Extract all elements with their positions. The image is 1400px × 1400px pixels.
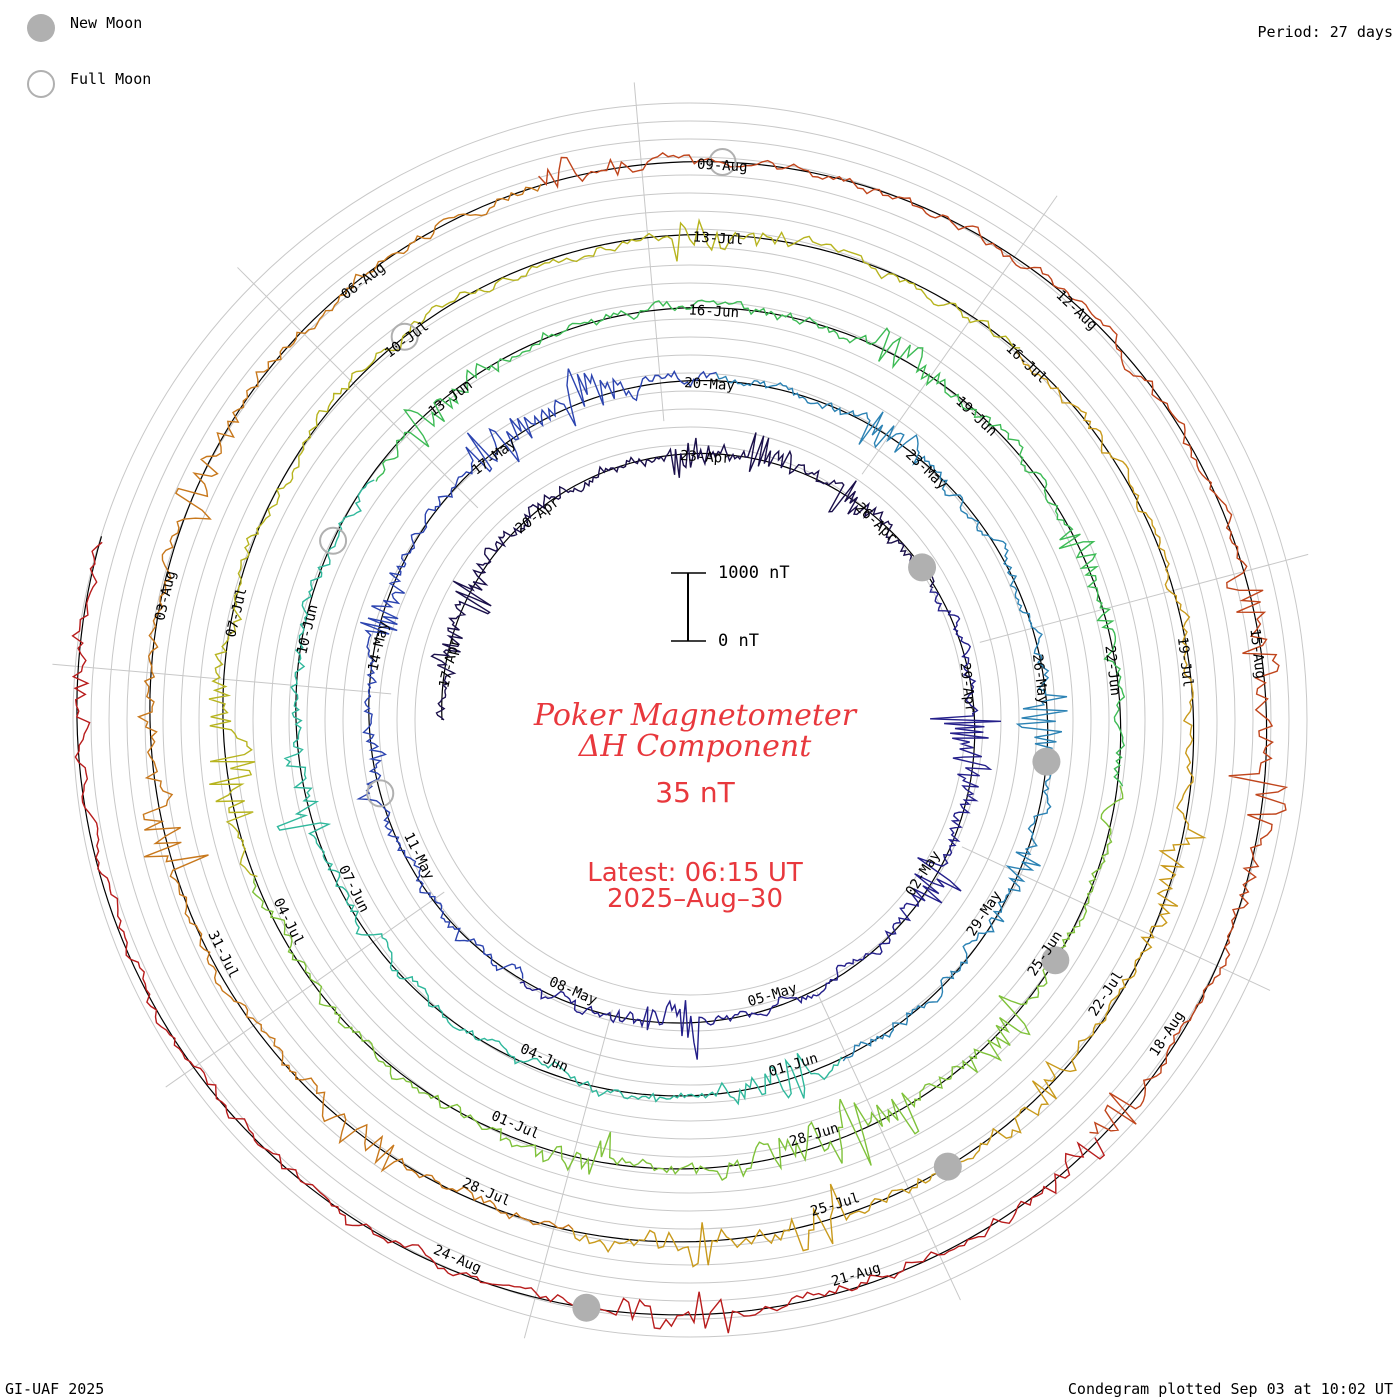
latest-time-label: Latest: 06:15 UT <box>587 858 803 888</box>
trace-segment <box>375 299 1126 787</box>
date-label: 26-May <box>1029 653 1051 705</box>
grid-ring <box>234 264 1146 1176</box>
period-label: Period: 27 days <box>1257 23 1393 41</box>
trace-segment <box>208 218 1021 878</box>
moon-markers <box>319 148 1070 1322</box>
grid-spoke <box>861 195 1058 475</box>
grid-ring <box>108 138 1272 1302</box>
scale-bar <box>671 572 706 642</box>
date-label: 22-Jun <box>1101 645 1123 697</box>
date-label: 23-Apr <box>680 448 731 467</box>
date-label: 23-May <box>902 447 950 493</box>
grid-ring <box>378 408 1002 1032</box>
chart-title-line2: ΔH Component <box>578 729 812 764</box>
date-label: 12-Aug <box>1052 287 1100 333</box>
date-label: 19-Jul <box>1174 636 1196 688</box>
magnetometer-trace <box>71 152 1289 1334</box>
latest-date-label: 2025–Aug–30 <box>606 884 784 914</box>
new-moon-marker <box>933 1152 962 1181</box>
grid-ring <box>360 390 1020 1050</box>
full-moon-marker <box>390 322 419 351</box>
grid-spokes <box>52 82 1309 1339</box>
date-label: 15-Aug <box>1246 628 1268 680</box>
new-moon-marker <box>1032 747 1061 776</box>
full-moon-legend-label: Full Moon <box>70 70 152 88</box>
grid-ring <box>252 282 1128 1158</box>
new-moon-legend-label: New Moon <box>70 14 143 32</box>
trace-segment <box>71 541 1106 1334</box>
date-label: 20-May <box>684 375 735 394</box>
trace-segment <box>519 588 1002 1060</box>
grid-ring <box>288 318 1092 1122</box>
chart-title-line1: Poker Magnetometer <box>533 698 857 733</box>
plotted-label: Condegram plotted Sep 03 at 10:02 UT <box>1067 1380 1393 1398</box>
date-label: 19-Jun <box>952 394 1000 440</box>
trace-segment <box>276 479 843 1106</box>
date-label: 09-Aug <box>697 157 748 176</box>
scale-top-label: 1000 nT <box>718 563 790 583</box>
date-label: 21-Aug <box>830 1260 883 1290</box>
date-label: 26-Apr <box>852 500 900 546</box>
grid-ring <box>198 228 1182 1212</box>
new-moon-marker <box>1041 946 1070 975</box>
credit-label: GI-UAF 2025 <box>5 1380 105 1398</box>
date-label: 29-Apr <box>956 662 978 714</box>
grid-spoke <box>979 553 1309 643</box>
new-moon-marker <box>572 1293 601 1322</box>
full-moon-marker <box>366 779 395 808</box>
grid-ring <box>216 246 1164 1194</box>
date-label: 01-Jul <box>489 1108 542 1143</box>
grid-spoke <box>165 891 445 1088</box>
grid-spoke <box>816 991 961 1301</box>
grid-rings <box>72 102 1308 1338</box>
date-label: 06-Aug <box>338 260 388 303</box>
full-moon-marker <box>708 148 737 177</box>
grid-spoke <box>52 663 392 695</box>
grid-spoke <box>633 82 665 422</box>
date-label: 28-Jul <box>460 1175 513 1210</box>
ring-spacing-label: 35 nT <box>655 776 735 809</box>
trace-segment <box>571 350 1207 1268</box>
grid-spoke <box>237 267 479 509</box>
grid-ring <box>162 192 1218 1248</box>
grid-ring <box>306 336 1074 1104</box>
full-moon-marker <box>319 526 348 555</box>
date-label: 13-Jul <box>692 229 743 248</box>
date-label: 16-Jun <box>688 302 739 321</box>
trace-segment <box>136 183 573 1230</box>
grid-ring <box>324 354 1056 1086</box>
date-label: 03-Aug <box>152 569 179 622</box>
date-label: 07-Jul <box>223 586 250 639</box>
grid-ring <box>90 120 1290 1320</box>
scale-bottom-label: 0 nT <box>718 631 759 651</box>
date-label: 13-Jun <box>426 377 476 420</box>
trace-segment <box>715 372 1068 1062</box>
trace-segment <box>356 368 717 979</box>
trace-segment <box>538 152 1289 1134</box>
date-label: 17-Apr <box>436 637 463 690</box>
new-moon-marker <box>908 553 937 582</box>
date-label: 20-Apr <box>513 494 563 537</box>
grid-spoke <box>523 1009 613 1339</box>
full-moon-legend-icon <box>27 70 55 98</box>
grid-ring <box>180 210 1200 1230</box>
grid-spoke <box>961 846 1271 991</box>
date-label: 04-Jun <box>518 1041 571 1076</box>
grid-ring <box>72 102 1308 1338</box>
new-moon-legend-icon <box>27 14 55 42</box>
date-label: 01-Jun <box>767 1050 820 1080</box>
grid-ring <box>270 300 1110 1140</box>
trace-segment <box>430 432 935 721</box>
date-label: 16-Jul <box>1002 340 1050 386</box>
